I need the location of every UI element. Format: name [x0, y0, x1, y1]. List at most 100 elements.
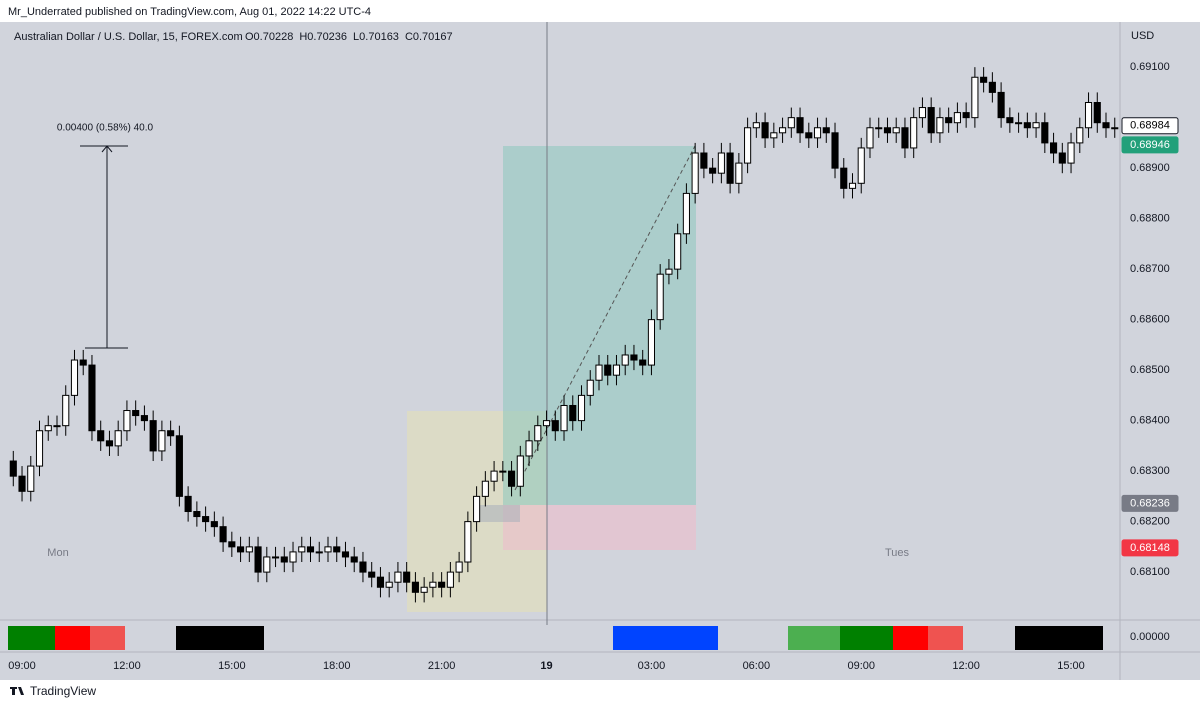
x-tick-label: 15:00 — [218, 660, 246, 672]
candle-body — [306, 546, 315, 553]
candle-body — [1076, 127, 1084, 144]
ohlc-value: L0.70163 — [353, 31, 399, 43]
candle-body — [726, 152, 734, 184]
candle-body — [237, 546, 245, 553]
entry-box — [476, 505, 520, 522]
candle-body — [691, 152, 699, 194]
candle-body — [980, 76, 988, 83]
candle-body — [140, 415, 148, 422]
candle-body — [35, 430, 44, 467]
x-tick-label: 06:00 — [743, 660, 771, 672]
ohlc-value: C0.70167 — [405, 31, 453, 43]
candle-body — [508, 470, 516, 487]
candle-body — [263, 556, 271, 573]
candle-body — [1006, 117, 1014, 124]
candle-body — [962, 112, 970, 119]
candle-body — [114, 430, 122, 447]
candle-body — [167, 430, 175, 437]
candle-body — [717, 152, 725, 174]
footer-brand: TradingView — [30, 684, 96, 698]
candle-body — [280, 556, 288, 563]
candle-body — [420, 586, 428, 593]
price-tag — [1121, 539, 1179, 557]
y-tick-label: 0.68700 — [1130, 263, 1170, 275]
candle-body — [901, 127, 909, 149]
x-tick-label: 19 — [540, 660, 552, 672]
x-tick-label: 21:00 — [428, 660, 456, 672]
candle-body — [394, 571, 402, 583]
chart-title: Australian Dollar / U.S. Dollar, 15, FOR… — [14, 31, 243, 43]
candle-body — [997, 91, 1005, 119]
candle-body — [595, 364, 603, 381]
candle-body — [988, 81, 996, 93]
indicator-block — [8, 626, 55, 650]
candle-body — [333, 546, 341, 553]
candle-body — [158, 430, 166, 452]
measure-label: 0.00400 (0.58%) 40.0 — [57, 123, 154, 134]
candle-body — [429, 581, 437, 588]
x-tick-label: 12:00 — [952, 660, 980, 672]
y-tick-label: 0.69100 — [1130, 61, 1170, 73]
indicator-block — [788, 626, 840, 650]
candle-body — [88, 364, 96, 432]
price-tag-label: 0.68946 — [1130, 139, 1170, 151]
candle-body — [473, 495, 481, 523]
x-tick-label: 15:00 — [1057, 660, 1085, 672]
candle-body — [1032, 122, 1040, 129]
candle-body — [1102, 122, 1110, 129]
indicator-tick-label: 0.00000 — [1130, 631, 1170, 643]
candle-body — [586, 379, 594, 396]
currency-label: USD — [1131, 30, 1154, 42]
candle-body — [1111, 127, 1119, 130]
candle-body — [368, 571, 376, 578]
candle-body — [840, 167, 848, 189]
candle-body — [1084, 102, 1093, 129]
y-tick-label: 0.68300 — [1130, 465, 1170, 477]
candle-body — [805, 132, 813, 139]
candle-body — [542, 420, 551, 427]
candle-body — [875, 127, 883, 130]
candle-body — [927, 107, 935, 134]
logo — [10, 687, 24, 695]
candle-body — [1093, 102, 1101, 124]
candle-body — [779, 127, 787, 134]
y-tick-label: 0.68600 — [1130, 314, 1170, 326]
candle-body — [499, 470, 507, 473]
candle-body — [866, 127, 874, 149]
candle-body — [219, 526, 227, 543]
candle-body — [79, 359, 87, 366]
candle-body — [604, 364, 612, 376]
price-tag-label: 0.68236 — [1130, 497, 1170, 509]
candle-body — [857, 147, 865, 184]
candle-body — [796, 117, 804, 134]
candle-body — [123, 410, 131, 432]
candle-body — [892, 127, 900, 134]
indicator-block — [613, 626, 718, 650]
x-tick-label: 18:00 — [323, 660, 351, 672]
candle-body — [1015, 122, 1023, 125]
x-tick-label: 09:00 — [8, 660, 36, 672]
candle-body — [62, 394, 70, 427]
price-tag — [1121, 117, 1179, 135]
candle-body — [298, 546, 306, 553]
candle-body — [438, 581, 446, 588]
ohlc-value: H0.70236 — [299, 31, 347, 43]
candle-body — [525, 440, 533, 457]
candle-body — [848, 182, 857, 189]
candle-body — [97, 430, 105, 442]
candle-body — [27, 465, 35, 492]
candle-body — [245, 546, 253, 553]
candle-body — [822, 127, 830, 134]
candle-body — [289, 551, 297, 563]
candle-body — [18, 475, 26, 492]
candle-body — [1023, 122, 1031, 129]
candle-body — [70, 359, 79, 396]
candle-body — [918, 107, 926, 119]
candle-body — [193, 511, 201, 518]
candle-body — [612, 364, 621, 376]
x-tick-label: 09:00 — [847, 660, 875, 672]
indicator-block — [1015, 626, 1103, 650]
x-tick-label: 03:00 — [638, 660, 666, 672]
